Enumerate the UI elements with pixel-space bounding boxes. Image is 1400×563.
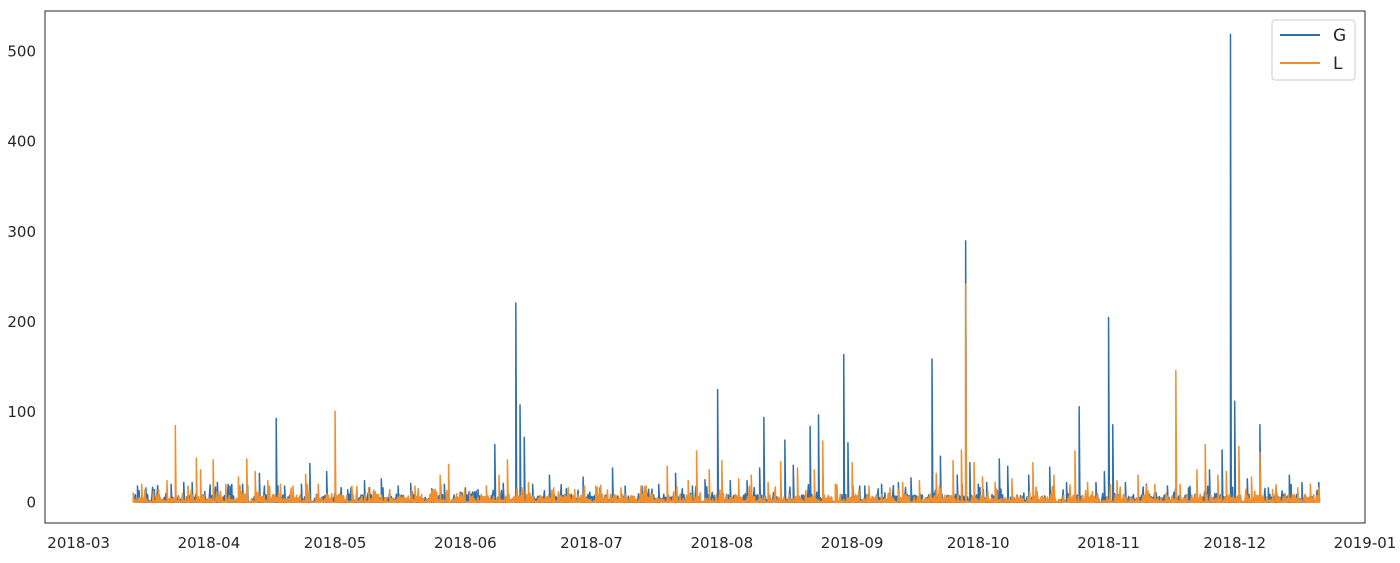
plot-area: [132, 33, 1321, 504]
y-tick-label: 300: [7, 223, 36, 241]
y-tick-label: 500: [7, 43, 36, 61]
x-axis: 2018-03 2018-04 2018-05 2018-06 2018-07 2018-…: [47, 534, 1396, 552]
x-tick-label: 2018-04: [178, 534, 241, 552]
y-tick-label: 0: [26, 493, 36, 511]
x-tick-label: 2018-10: [947, 534, 1010, 552]
x-tick-label: 2019-01: [1334, 534, 1397, 552]
y-tick-label: 100: [7, 403, 36, 421]
plot-frame: [44, 10, 1366, 524]
x-tick-label: 2018-11: [1077, 534, 1140, 552]
x-tick-label: 2018-08: [690, 534, 753, 552]
series-line-L: [132, 283, 1321, 504]
legend-label: L: [1333, 54, 1343, 74]
y-tick-label: 400: [7, 133, 36, 151]
y-axis: 0 100 200 300 400 500: [7, 43, 36, 512]
legend-label: G: [1333, 26, 1346, 46]
x-tick-label: 2018-09: [821, 534, 884, 552]
legend: GL: [1271, 19, 1356, 81]
x-tick-label: 2018-06: [434, 534, 497, 552]
x-tick-label: 2018-07: [560, 534, 623, 552]
x-tick-label: 2018-05: [304, 534, 367, 552]
x-tick-label: 2018-12: [1203, 534, 1266, 552]
x-tick-label: 2018-03: [47, 534, 110, 552]
y-tick-label: 200: [7, 313, 36, 331]
series-line-G: [132, 33, 1321, 504]
